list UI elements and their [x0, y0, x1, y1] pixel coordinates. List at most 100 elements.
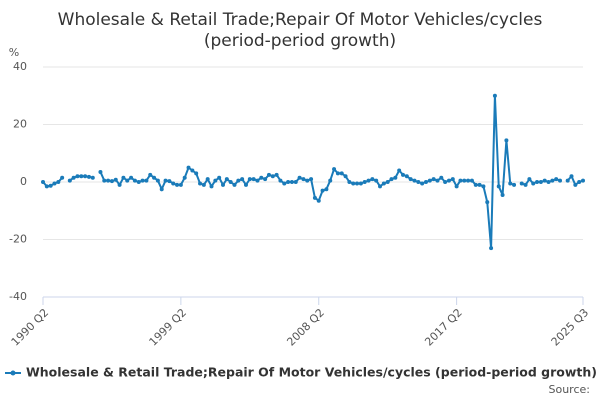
data-point [500, 192, 505, 197]
data-point [289, 180, 294, 184]
data-point [98, 169, 103, 174]
data-point [328, 178, 333, 183]
data-point [217, 175, 222, 180]
data-point [102, 178, 107, 183]
data-point [393, 175, 398, 180]
data-point [512, 182, 517, 187]
data-point [312, 195, 317, 200]
data-point [132, 178, 137, 183]
data-point [129, 175, 134, 180]
data-point [469, 178, 474, 183]
y-tick-label: 20 [13, 118, 27, 131]
x-tick-label: 1999 Q2 [147, 306, 190, 349]
data-point [255, 178, 260, 183]
data-point [523, 182, 528, 187]
data-point [531, 181, 536, 186]
data-point [48, 183, 53, 188]
data-point [243, 182, 248, 187]
data-point [175, 182, 180, 187]
data-point [542, 178, 547, 183]
data-point [113, 177, 118, 182]
data-point [224, 177, 229, 182]
data-point [412, 178, 417, 183]
data-point [286, 180, 291, 184]
data-point [305, 178, 310, 183]
data-point [404, 174, 409, 179]
data-point [538, 180, 543, 184]
source: Source: [549, 383, 591, 396]
data-point [140, 178, 145, 183]
data-point [259, 175, 264, 180]
data-point [473, 182, 478, 187]
data-point [446, 178, 451, 183]
data-point [60, 175, 65, 180]
data-point [136, 180, 141, 184]
data-point [282, 181, 287, 186]
data-point [236, 178, 241, 183]
data-point [320, 188, 325, 193]
data-point [209, 184, 214, 189]
data-point [569, 174, 574, 179]
legend-symbol [10, 370, 16, 376]
data-point [466, 178, 471, 183]
data-point [492, 93, 497, 98]
data-point [481, 184, 486, 189]
legend-label: Wholesale & Retail Trade;Repair Of Motor… [26, 365, 597, 380]
data-point [201, 182, 206, 187]
data-point [263, 177, 268, 182]
y-tick-label: 40 [13, 60, 27, 73]
data-point [351, 181, 356, 186]
x-tick-label: 2017 Q2 [422, 306, 465, 349]
data-point [121, 175, 126, 180]
data-point [443, 180, 448, 184]
data-point [159, 187, 164, 192]
data-point [86, 174, 91, 179]
data-point [71, 175, 76, 180]
data-point [301, 177, 306, 182]
data-point [198, 181, 203, 186]
data-point [167, 179, 172, 184]
y-tick-label: -20 [9, 233, 27, 246]
data-point [381, 181, 386, 186]
data-point [577, 180, 582, 184]
data-point [125, 178, 130, 183]
data-point [358, 181, 363, 186]
data-point [519, 181, 524, 186]
data-point [435, 178, 440, 183]
data-point [194, 171, 199, 176]
data-point [374, 178, 379, 183]
data-point [431, 177, 436, 182]
data-point [355, 181, 360, 186]
data-point [213, 178, 218, 183]
data-point [339, 171, 344, 176]
data-point [178, 182, 183, 187]
data-point [401, 172, 405, 177]
data-point [385, 180, 390, 184]
data-point [56, 180, 61, 184]
data-point [79, 174, 84, 179]
data-point [420, 181, 425, 186]
data-point [496, 184, 501, 189]
data-point [458, 178, 463, 183]
data-point [67, 178, 72, 183]
data-point [182, 175, 187, 180]
data-point [247, 177, 252, 182]
x-tick-label: 1990 Q2 [9, 306, 52, 349]
data-point [324, 187, 329, 192]
data-point [343, 174, 348, 179]
data-point [190, 168, 195, 173]
data-point [52, 181, 57, 186]
data-point [90, 175, 95, 180]
data-point [221, 182, 225, 187]
data-point [155, 178, 160, 183]
data-point [44, 184, 49, 189]
data-point [366, 178, 371, 183]
data-point [152, 175, 157, 180]
data-point [41, 180, 45, 184]
data-point [489, 246, 494, 251]
data-point [278, 178, 283, 183]
data-point [316, 198, 321, 203]
data-point [293, 180, 298, 184]
data-point [297, 175, 302, 180]
